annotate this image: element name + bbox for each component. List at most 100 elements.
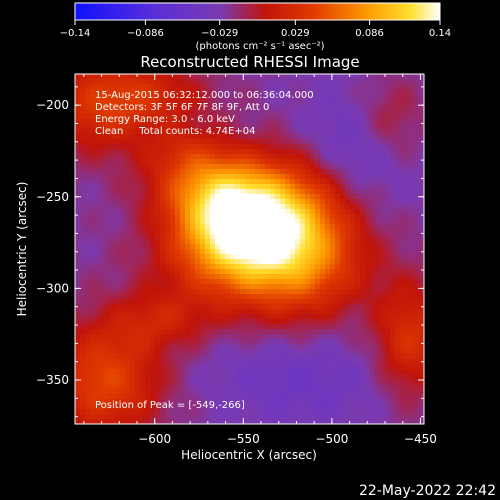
heatmap-cell	[95, 284, 101, 290]
heatmap-cell	[175, 219, 181, 225]
heatmap-cell	[105, 264, 111, 270]
heatmap-cell	[185, 409, 191, 415]
heatmap-cell	[420, 394, 424, 400]
heatmap-cell	[210, 299, 216, 305]
heatmap-cell	[330, 204, 336, 210]
heatmap-cell	[230, 344, 236, 350]
heatmap-cell	[335, 284, 341, 290]
heatmap-cell	[115, 384, 121, 390]
heatmap-cell	[290, 264, 296, 270]
heatmap-cell	[250, 179, 256, 185]
heatmap-cell	[135, 84, 141, 90]
heatmap-cell	[90, 194, 96, 200]
heatmap-cell	[90, 309, 96, 315]
heatmap-cell	[320, 274, 326, 280]
heatmap-cell	[75, 234, 81, 240]
heatmap-cell	[380, 74, 386, 80]
heatmap-cell	[375, 84, 381, 90]
heatmap-cell	[240, 404, 246, 410]
heatmap-cell	[190, 289, 196, 295]
heatmap-cell	[390, 109, 396, 115]
heatmap-cell	[170, 329, 176, 335]
heatmap-cell	[400, 124, 406, 130]
heatmap-cell	[265, 309, 271, 315]
heatmap-cell	[345, 334, 351, 340]
heatmap-cell	[110, 414, 116, 420]
heatmap-cell	[240, 149, 246, 155]
heatmap-cell	[80, 129, 86, 135]
heatmap-cell	[300, 349, 306, 355]
heatmap-cell	[100, 284, 106, 290]
heatmap-cell	[410, 349, 416, 355]
heatmap-cell	[385, 119, 391, 125]
heatmap-cell	[375, 234, 381, 240]
heatmap-cell	[290, 224, 296, 230]
heatmap-cell	[235, 409, 241, 415]
heatmap-cell	[415, 199, 421, 205]
heatmap-cell	[130, 174, 136, 180]
heatmap-cell	[235, 389, 241, 395]
heatmap-cell	[330, 74, 336, 80]
heatmap-cell	[105, 74, 111, 80]
heatmap-cell	[395, 139, 401, 145]
heatmap-cell	[265, 304, 271, 310]
heatmap-cell	[240, 334, 246, 340]
heatmap-cell	[360, 369, 366, 375]
heatmap-cell	[280, 299, 286, 305]
heatmap-cell	[195, 224, 201, 230]
heatmap-cell	[300, 234, 306, 240]
heatmap-cell	[305, 364, 311, 370]
heatmap-cell	[350, 389, 356, 395]
heatmap-cell	[340, 399, 346, 405]
heatmap-cell	[420, 254, 424, 260]
heatmap-cell	[280, 344, 286, 350]
heatmap-cell	[75, 239, 81, 245]
heatmap-cell	[270, 384, 276, 390]
chart-title: Reconstructed RHESSI Image	[140, 53, 359, 71]
heatmap-cell	[270, 74, 276, 80]
heatmap-cell	[340, 169, 346, 175]
heatmap-cell	[260, 229, 266, 235]
heatmap-cell	[115, 114, 121, 120]
heatmap-cell	[385, 224, 391, 230]
heatmap-cell	[340, 349, 346, 355]
heatmap-cell	[175, 144, 181, 150]
heatmap-cell	[165, 109, 171, 115]
heatmap-cell	[160, 374, 166, 380]
heatmap-cell	[205, 359, 211, 365]
heatmap-cell	[205, 274, 211, 280]
heatmap-cell	[195, 144, 201, 150]
heatmap-cell	[395, 294, 401, 300]
heatmap-cell	[110, 314, 116, 320]
heatmap-cell	[325, 254, 331, 260]
heatmap-cell	[285, 134, 291, 140]
heatmap-cell	[290, 234, 296, 240]
heatmap-cell	[415, 309, 421, 315]
heatmap-cell	[215, 294, 221, 300]
heatmap-cell	[240, 129, 246, 135]
heatmap-cell	[375, 154, 381, 160]
heatmap-cell	[170, 139, 176, 145]
heatmap-cell	[75, 204, 81, 210]
heatmap-cell	[115, 279, 121, 285]
heatmap-cell	[160, 259, 166, 265]
heatmap-cell	[205, 294, 211, 300]
heatmap-cell	[90, 129, 96, 135]
heatmap-cell	[255, 139, 261, 145]
heatmap-cell	[195, 339, 201, 345]
heatmap-cell	[395, 209, 401, 215]
heatmap-cell	[400, 304, 406, 310]
heatmap-cell	[295, 114, 301, 120]
heatmap-cell	[75, 299, 81, 305]
heatmap-cell	[365, 144, 371, 150]
heatmap-cell	[250, 244, 256, 250]
heatmap-cell	[290, 254, 296, 260]
heatmap-cell	[120, 234, 126, 240]
heatmap-cell	[130, 309, 136, 315]
heatmap-cell	[105, 364, 111, 370]
heatmap-cell	[330, 194, 336, 200]
heatmap-cell	[405, 149, 411, 155]
heatmap-cell	[260, 274, 266, 280]
heatmap-cell	[320, 369, 326, 375]
heatmap-cell	[225, 414, 231, 420]
